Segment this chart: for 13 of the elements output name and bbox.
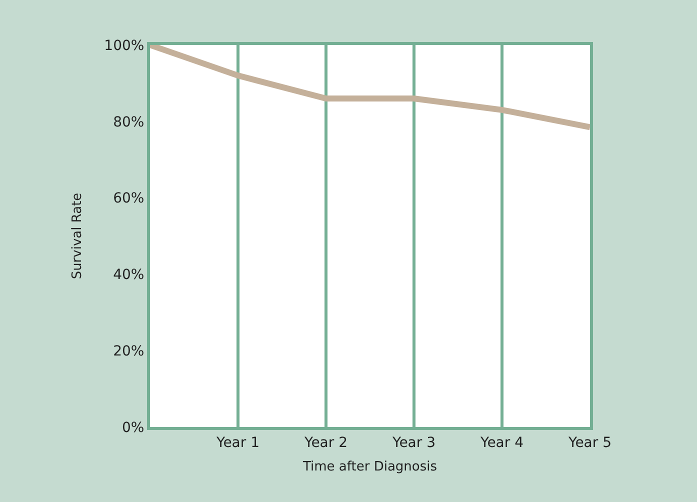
y-axis-title: Survival Rate xyxy=(70,192,86,280)
y-tick-label: 40% xyxy=(113,267,144,284)
y-tick-label: 60% xyxy=(113,190,144,207)
x-axis-title: Time after Diagnosis xyxy=(302,459,438,474)
x-tick-label: Year 2 xyxy=(304,434,348,451)
y-tick-label: 0% xyxy=(122,420,144,436)
y-tick-label: 100% xyxy=(104,38,144,54)
x-tick-label: Year 1 xyxy=(216,434,260,451)
x-tick-label: Year 4 xyxy=(480,434,524,451)
y-tick-label: 80% xyxy=(113,114,144,130)
y-tick-label: 20% xyxy=(113,344,144,360)
x-tick-label: Year 5 xyxy=(568,434,612,451)
x-tick-label: Year 3 xyxy=(392,434,436,451)
